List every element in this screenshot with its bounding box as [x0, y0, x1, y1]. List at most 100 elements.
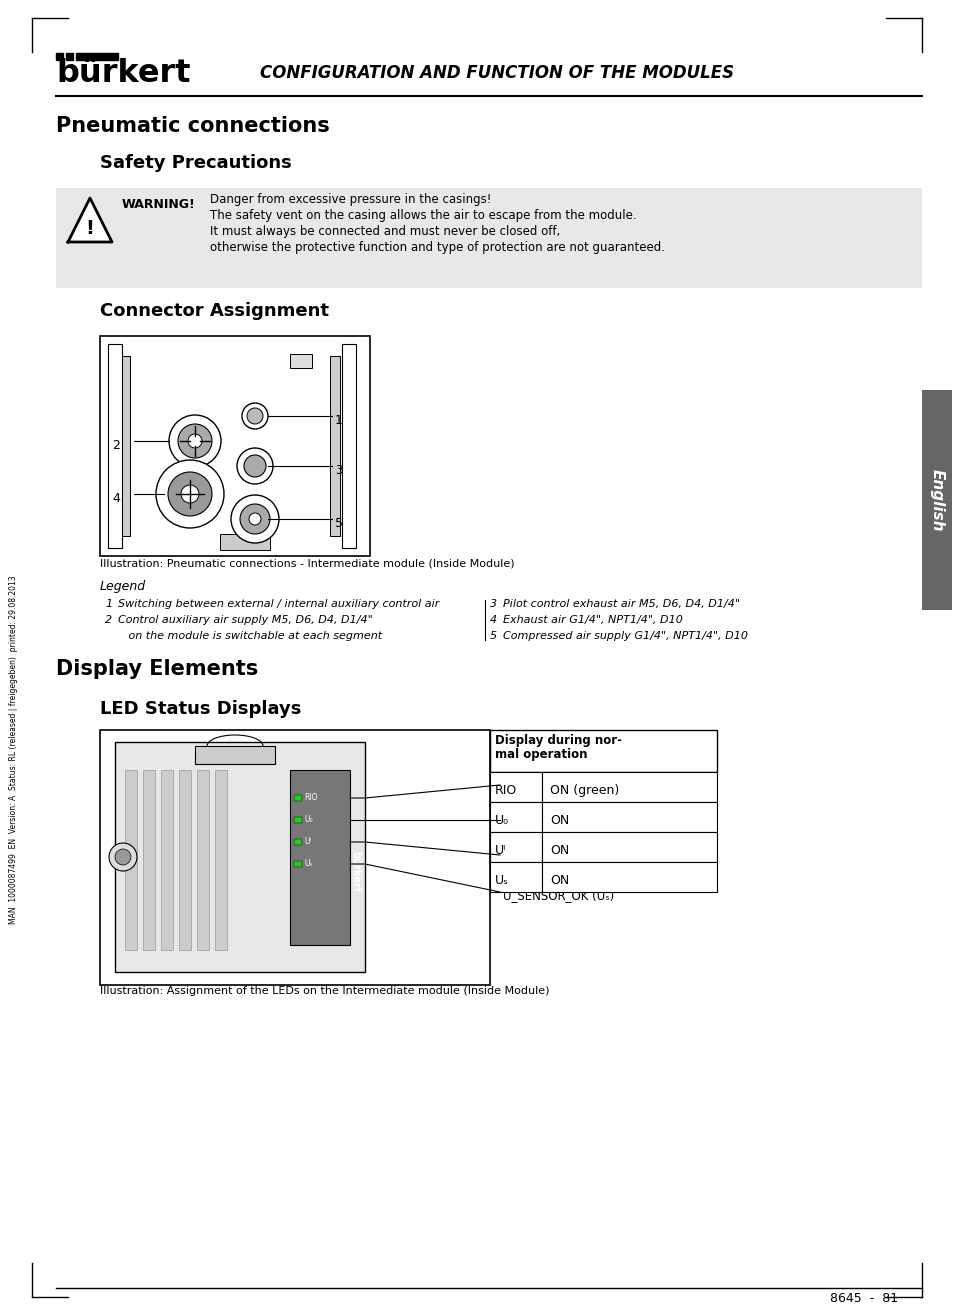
Text: Compressed air supply G1/4", NPT1/4", D10: Compressed air supply G1/4", NPT1/4", D1… — [502, 631, 747, 640]
Text: MAN  1000087499  EN  Version: A  Status: RL (released | freigegeben)  printed: 2: MAN 1000087499 EN Version: A Status: RL … — [10, 576, 18, 924]
Text: Display Elements: Display Elements — [56, 659, 258, 679]
Text: U_DRIVER_OK (U₀): U_DRIVER_OK (U₀) — [502, 818, 610, 831]
Text: Connector Assignment: Connector Assignment — [100, 302, 329, 320]
Bar — [490, 802, 541, 832]
Text: Control auxiliary air supply M5, D6, D4, D1/4": Control auxiliary air supply M5, D6, D4,… — [118, 615, 373, 625]
Text: 1: 1 — [105, 600, 112, 609]
Circle shape — [168, 472, 212, 515]
Bar — [290, 354, 312, 368]
Text: Danger from excessive pressure in the casings!: Danger from excessive pressure in the ca… — [210, 193, 491, 206]
Text: ON (green): ON (green) — [550, 784, 618, 797]
Text: Illustration: Assignment of the LEDs on the Intermediate module (Inside Module): Illustration: Assignment of the LEDs on … — [100, 986, 549, 995]
Circle shape — [169, 416, 221, 467]
Bar — [76, 53, 118, 60]
Circle shape — [178, 423, 212, 458]
Bar — [161, 771, 172, 949]
Bar — [490, 772, 541, 802]
Bar — [100, 730, 490, 985]
Bar — [115, 742, 365, 972]
Text: bürkert: bürkert — [56, 58, 191, 89]
Text: !: ! — [86, 220, 94, 238]
Text: 2: 2 — [105, 615, 112, 625]
Text: It must always be connected and must never be closed off,: It must always be connected and must nev… — [210, 225, 559, 238]
Text: The safety vent on the casing allows the air to escape from the module.: The safety vent on the casing allows the… — [210, 209, 636, 222]
Text: Uₛ: Uₛ — [495, 874, 508, 888]
Text: 4: 4 — [112, 492, 120, 505]
Text: Uₛ: Uₛ — [304, 859, 312, 868]
Bar — [220, 534, 270, 550]
Bar — [490, 863, 541, 892]
Text: ON: ON — [550, 814, 569, 827]
Text: 2: 2 — [112, 438, 120, 451]
Text: ON: ON — [550, 844, 569, 857]
Bar — [196, 771, 209, 949]
Text: LED Status Displays: LED Status Displays — [100, 700, 301, 718]
Bar — [108, 345, 122, 548]
Circle shape — [247, 408, 263, 423]
Bar — [294, 796, 302, 801]
Text: bürkert: bürkert — [350, 851, 359, 893]
Bar — [541, 772, 717, 802]
Text: English: English — [928, 468, 943, 531]
Circle shape — [181, 485, 199, 504]
Text: 4: 4 — [490, 615, 497, 625]
Text: Exhaust air G1/4", NPT1/4", D10: Exhaust air G1/4", NPT1/4", D10 — [502, 615, 682, 625]
Bar — [541, 802, 717, 832]
Text: WARNING!: WARNING! — [122, 199, 195, 210]
Text: 3: 3 — [490, 600, 497, 609]
Bar — [143, 771, 154, 949]
Text: 3: 3 — [335, 463, 342, 476]
Bar — [294, 861, 302, 867]
Text: U₀: U₀ — [304, 815, 313, 825]
Text: Display during nor-: Display during nor- — [495, 734, 621, 747]
Bar — [194, 746, 274, 764]
Text: 5: 5 — [490, 631, 497, 640]
Circle shape — [242, 402, 268, 429]
Text: Pneumatic connections: Pneumatic connections — [56, 116, 330, 135]
Text: U_LOGIC_OK (Uᴵ): U_LOGIC_OK (Uᴵ) — [502, 852, 599, 865]
Polygon shape — [68, 199, 112, 242]
Text: 8645  -  81: 8645 - 81 — [829, 1293, 897, 1304]
Bar — [214, 771, 227, 949]
Circle shape — [115, 849, 131, 865]
Circle shape — [244, 455, 266, 477]
Text: RIO: RIO — [502, 782, 523, 796]
Text: otherwise the protective function and type of protection are not guaranteed.: otherwise the protective function and ty… — [210, 241, 664, 254]
Bar — [541, 863, 717, 892]
Bar — [294, 817, 302, 823]
Bar — [122, 356, 130, 537]
Bar — [125, 771, 137, 949]
Bar — [56, 188, 921, 288]
Circle shape — [236, 448, 273, 484]
Bar — [290, 771, 350, 945]
Text: Safety Precautions: Safety Precautions — [100, 154, 292, 172]
Circle shape — [109, 843, 137, 871]
Bar — [100, 337, 370, 556]
Text: 5: 5 — [335, 517, 343, 530]
Text: CONFIGURATION AND FUNCTION OF THE MODULES: CONFIGURATION AND FUNCTION OF THE MODULE… — [260, 64, 734, 82]
Circle shape — [240, 504, 270, 534]
Circle shape — [188, 434, 202, 448]
Text: RIO: RIO — [495, 784, 517, 797]
Bar — [66, 53, 73, 60]
Text: on the module is switchable at each segment: on the module is switchable at each segm… — [118, 631, 382, 640]
Text: mal operation: mal operation — [495, 748, 587, 761]
Text: 1: 1 — [335, 413, 342, 426]
Text: RIO: RIO — [304, 793, 317, 802]
Bar — [921, 391, 951, 610]
Bar — [179, 771, 191, 949]
Text: U_SENSOR_OK (Uₛ): U_SENSOR_OK (Uₛ) — [502, 889, 614, 902]
Circle shape — [231, 494, 278, 543]
Circle shape — [156, 460, 224, 529]
Text: Illustration: Pneumatic connections - Intermediate module (Inside Module): Illustration: Pneumatic connections - In… — [100, 558, 514, 568]
Text: Pilot control exhaust air M5, D6, D4, D1/4": Pilot control exhaust air M5, D6, D4, D1… — [502, 600, 740, 609]
Bar — [330, 356, 339, 537]
Text: Legend: Legend — [100, 580, 146, 593]
Bar — [490, 832, 541, 863]
Text: Uᴵ: Uᴵ — [495, 844, 506, 857]
Text: ON: ON — [550, 874, 569, 888]
Bar — [490, 730, 717, 772]
Bar — [341, 345, 355, 548]
Text: Uᴵ: Uᴵ — [304, 838, 311, 846]
Text: Switching between external / internal auxiliary control air: Switching between external / internal au… — [118, 600, 439, 609]
